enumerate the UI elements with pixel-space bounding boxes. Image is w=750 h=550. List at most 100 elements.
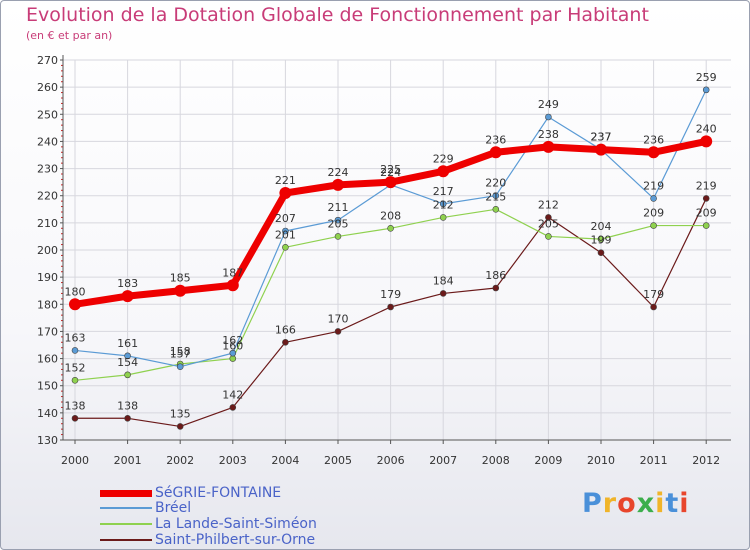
data-point xyxy=(489,146,502,159)
data-label: 221 xyxy=(275,174,296,187)
data-label: 180 xyxy=(65,285,86,298)
data-point xyxy=(124,371,131,379)
data-label: 138 xyxy=(65,399,86,412)
x-tick-label: 2000 xyxy=(61,454,89,467)
data-point xyxy=(595,143,607,156)
y-tick-label: 200 xyxy=(37,244,58,257)
data-point xyxy=(702,195,710,202)
data-label: 199 xyxy=(591,234,612,247)
data-label: 185 xyxy=(170,272,191,285)
data-point xyxy=(332,178,344,191)
x-tick-label: 2010 xyxy=(587,454,615,467)
legend-label: La Lande-Saint-Siméon xyxy=(155,516,317,532)
data-point xyxy=(387,224,394,232)
data-point xyxy=(384,176,397,189)
y-tick-label: 210 xyxy=(37,217,58,230)
x-tick-label: 2012 xyxy=(692,454,720,467)
y-tick-label: 220 xyxy=(37,190,58,203)
data-label: 157 xyxy=(170,348,191,361)
logo-letter: i xyxy=(655,488,666,519)
data-point xyxy=(439,290,447,297)
data-point xyxy=(282,243,289,251)
data-label: 236 xyxy=(643,133,664,146)
data-point xyxy=(545,113,552,121)
data-label: 201 xyxy=(275,228,296,241)
data-label: 135 xyxy=(170,407,191,420)
data-label: 163 xyxy=(65,331,86,344)
data-label: 209 xyxy=(696,207,717,220)
data-label: 179 xyxy=(380,288,401,301)
data-label: 161 xyxy=(117,337,138,350)
axes: 130 140 150 160 170 180 190 200 210 220 230 240 250 2… xyxy=(37,54,731,467)
data-point xyxy=(124,414,131,422)
legend-swatch xyxy=(100,507,152,509)
data-point xyxy=(650,303,657,311)
y-tick-label: 160 xyxy=(37,353,58,366)
x-tick-label: 2001 xyxy=(114,454,142,467)
data-label: 158 xyxy=(170,345,191,358)
x-tick-label: 2002 xyxy=(166,454,194,467)
logo-letter: P xyxy=(582,488,603,519)
data-point xyxy=(545,214,552,221)
data-label: 225 xyxy=(380,163,401,176)
data-point xyxy=(71,414,79,422)
data-point xyxy=(647,146,660,159)
y-tick-label: 240 xyxy=(37,135,58,148)
data-point xyxy=(702,222,710,229)
x-tick-label: 2003 xyxy=(219,454,247,467)
x-tick-label: 2011 xyxy=(640,454,668,467)
data-label: 179 xyxy=(643,288,664,301)
data-point xyxy=(597,249,605,257)
data-point xyxy=(282,338,289,346)
legend-label: Saint-Philbert-sur-Orne xyxy=(155,532,316,548)
data-point xyxy=(279,187,292,199)
data-label: 224 xyxy=(380,166,401,179)
data-point xyxy=(545,233,552,240)
data-point xyxy=(437,165,450,178)
x-tick-label: 2009 xyxy=(534,454,562,467)
x-tick-label: 2005 xyxy=(324,454,352,467)
data-label: 170 xyxy=(328,312,349,325)
chart-title: Evolution de la Dotation Globale de Fonc… xyxy=(26,4,649,26)
logo-letter: o xyxy=(617,488,637,519)
legend-swatch xyxy=(100,489,152,497)
data-point xyxy=(174,284,187,297)
data-label: 211 xyxy=(328,201,349,214)
data-point xyxy=(439,214,447,221)
legend-label: SéGRIE-FONTAINE xyxy=(155,485,282,501)
logo-letter: i xyxy=(679,488,690,519)
data-point xyxy=(229,404,237,411)
data-point xyxy=(71,376,79,384)
data-point xyxy=(650,222,657,229)
data-point xyxy=(334,216,342,224)
data-point xyxy=(226,279,239,292)
chart-subtitle: (en € et par an) xyxy=(26,29,113,42)
y-tick-label: 170 xyxy=(37,325,58,338)
y-tick-label: 260 xyxy=(37,81,58,94)
data-point xyxy=(492,192,500,200)
data-label: 205 xyxy=(538,217,559,230)
data-label: 204 xyxy=(591,220,612,233)
data-label: 237 xyxy=(591,131,612,144)
data-point xyxy=(71,347,79,354)
data-label: 183 xyxy=(117,277,138,290)
data-label: 249 xyxy=(538,98,559,111)
y-tick-label: 180 xyxy=(37,298,58,311)
data-label: 207 xyxy=(275,212,296,225)
data-label: 184 xyxy=(433,274,454,287)
data-label: 224 xyxy=(328,166,349,179)
data-point xyxy=(334,233,342,240)
proxiti-logo: Proxiti xyxy=(582,488,690,519)
data-point xyxy=(124,352,131,360)
y-tick-label: 230 xyxy=(37,163,58,176)
x-tick-label: 2006 xyxy=(377,454,405,467)
data-point xyxy=(700,135,713,148)
data-label: 240 xyxy=(696,122,717,135)
x-tick-label: 2004 xyxy=(271,454,299,467)
legend-swatch xyxy=(100,539,152,541)
data-label: 219 xyxy=(643,179,664,192)
logo-letter: t xyxy=(665,488,680,519)
data-label: 220 xyxy=(485,177,506,190)
